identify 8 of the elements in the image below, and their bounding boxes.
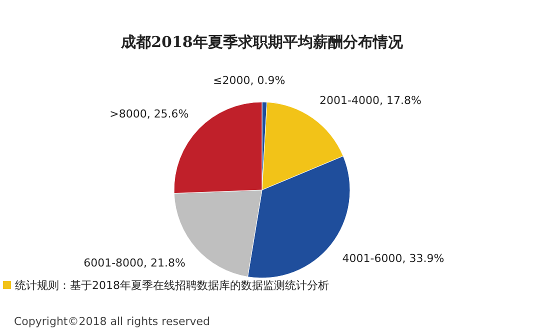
chart-title: 成都2018年夏季求职期平均薪酬分布情况: [120, 33, 404, 51]
slice-label: 4001-6000, 33.9%: [342, 252, 444, 266]
slice-label: 6001-8000, 21.8%: [84, 256, 186, 270]
slice-label: ≤2000, 0.9%: [213, 74, 286, 88]
text: Copyright©2018 all rights reserved: [14, 315, 210, 328]
slice-label: >8000, 25.6%: [110, 108, 189, 121]
slice-label: 2001-4000, 17.8%: [320, 94, 422, 108]
text: 统计规则：基于2018年夏季在线招聘数据库的数据监测统计分析: [15, 279, 329, 292]
